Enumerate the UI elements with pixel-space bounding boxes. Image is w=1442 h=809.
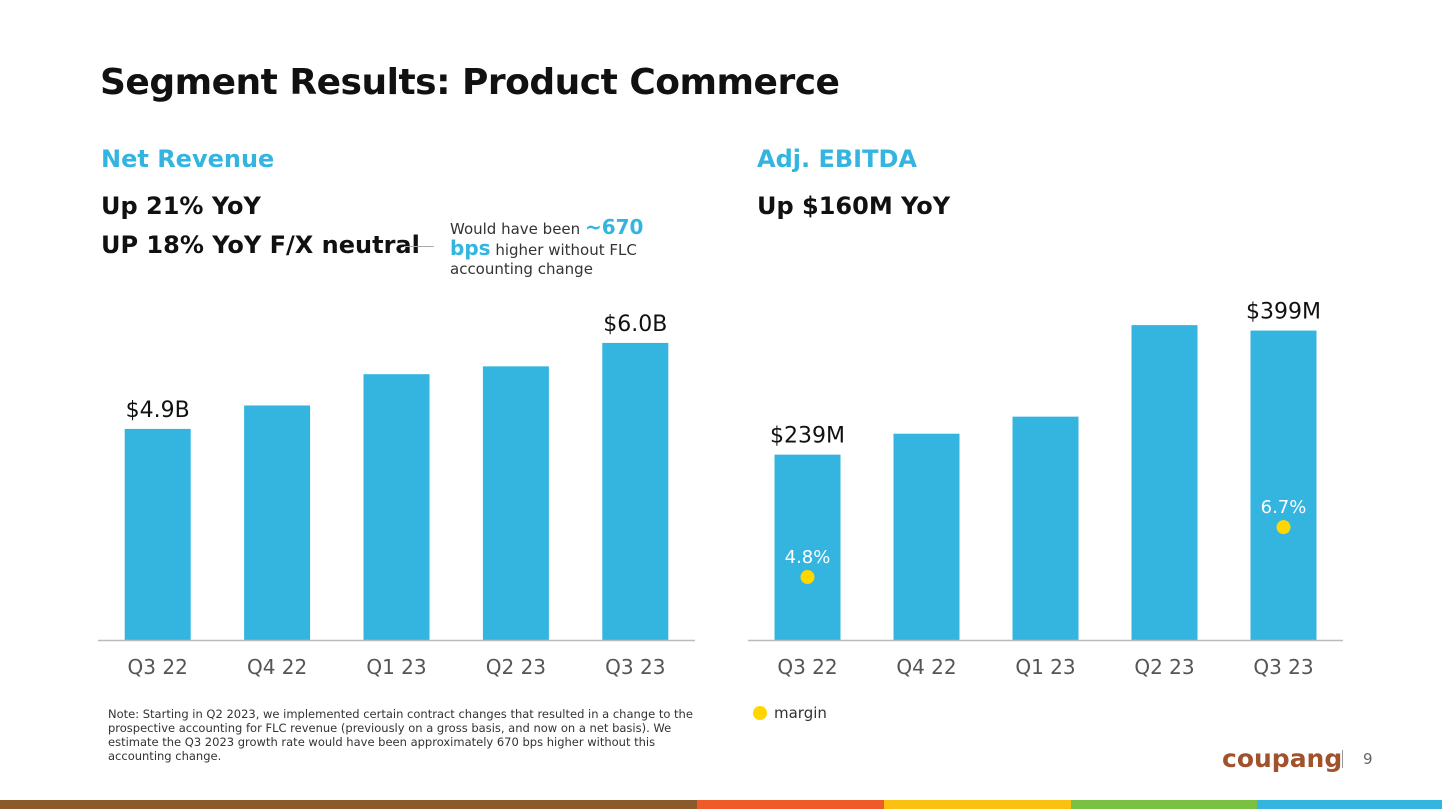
page-number: 9 (1363, 750, 1373, 768)
x-tick-label: Q2 23 (486, 655, 546, 679)
footer-bar (0, 800, 697, 809)
legend-label: margin (774, 704, 827, 722)
x-tick-label: Q1 23 (1015, 655, 1075, 679)
chart-title: Net Revenue (101, 145, 275, 173)
bar (244, 405, 311, 640)
bar (893, 433, 960, 640)
margin-dot (800, 570, 815, 585)
x-tick-label: Q3 23 (605, 655, 665, 679)
margin-dot (1276, 520, 1291, 535)
bar (1131, 325, 1198, 640)
x-tick-label: Q3 23 (1253, 655, 1313, 679)
data-label: $4.9B (126, 398, 190, 423)
logo: coupang (1222, 744, 1343, 773)
x-tick-label: Q1 23 (366, 655, 426, 679)
x-tick-label: Q4 22 (247, 655, 307, 679)
footnote: Note: Starting in Q2 2023, we implemente… (108, 707, 693, 763)
bar (1012, 416, 1079, 640)
annotation-text: Would have been (450, 220, 581, 238)
legend-swatch (753, 706, 767, 720)
annotation-text: higher without FLC accounting change (450, 241, 637, 278)
footer-bar (884, 800, 1071, 809)
x-tick-label: Q3 22 (777, 655, 837, 679)
footer-bar (1257, 800, 1442, 809)
chart-subtitle: UP 18% YoY F/X neutral (101, 231, 420, 259)
x-tick-label: Q4 22 (896, 655, 956, 679)
chart-title: Adj. EBITDA (757, 145, 917, 173)
x-tick-label: Q3 22 (128, 655, 188, 679)
bar (774, 454, 841, 640)
data-label: $239M (770, 424, 845, 449)
annotation-highlight: ~670 bps (450, 215, 644, 260)
chart-subtitle: Up 21% YoY (101, 192, 261, 220)
x-tick-label: Q2 23 (1134, 655, 1194, 679)
data-label: 4.8% (785, 547, 831, 568)
separator (1342, 750, 1343, 768)
data-label: $399M (1246, 300, 1321, 325)
annotation: Would have been ~670 bps higher without … (450, 215, 690, 279)
bar (124, 428, 191, 640)
footer-bar (697, 800, 884, 809)
chart-subtitle: Up $160M YoY (757, 192, 951, 220)
data-label: 6.7% (1261, 497, 1307, 518)
bar (1250, 330, 1317, 640)
footer-bar (1071, 800, 1257, 809)
bar (482, 366, 549, 640)
slide-title: Segment Results: Product Commerce (100, 62, 840, 103)
bar (363, 374, 430, 640)
data-label: $6.0B (603, 312, 667, 337)
bar (602, 342, 669, 640)
connector-line (404, 246, 434, 247)
